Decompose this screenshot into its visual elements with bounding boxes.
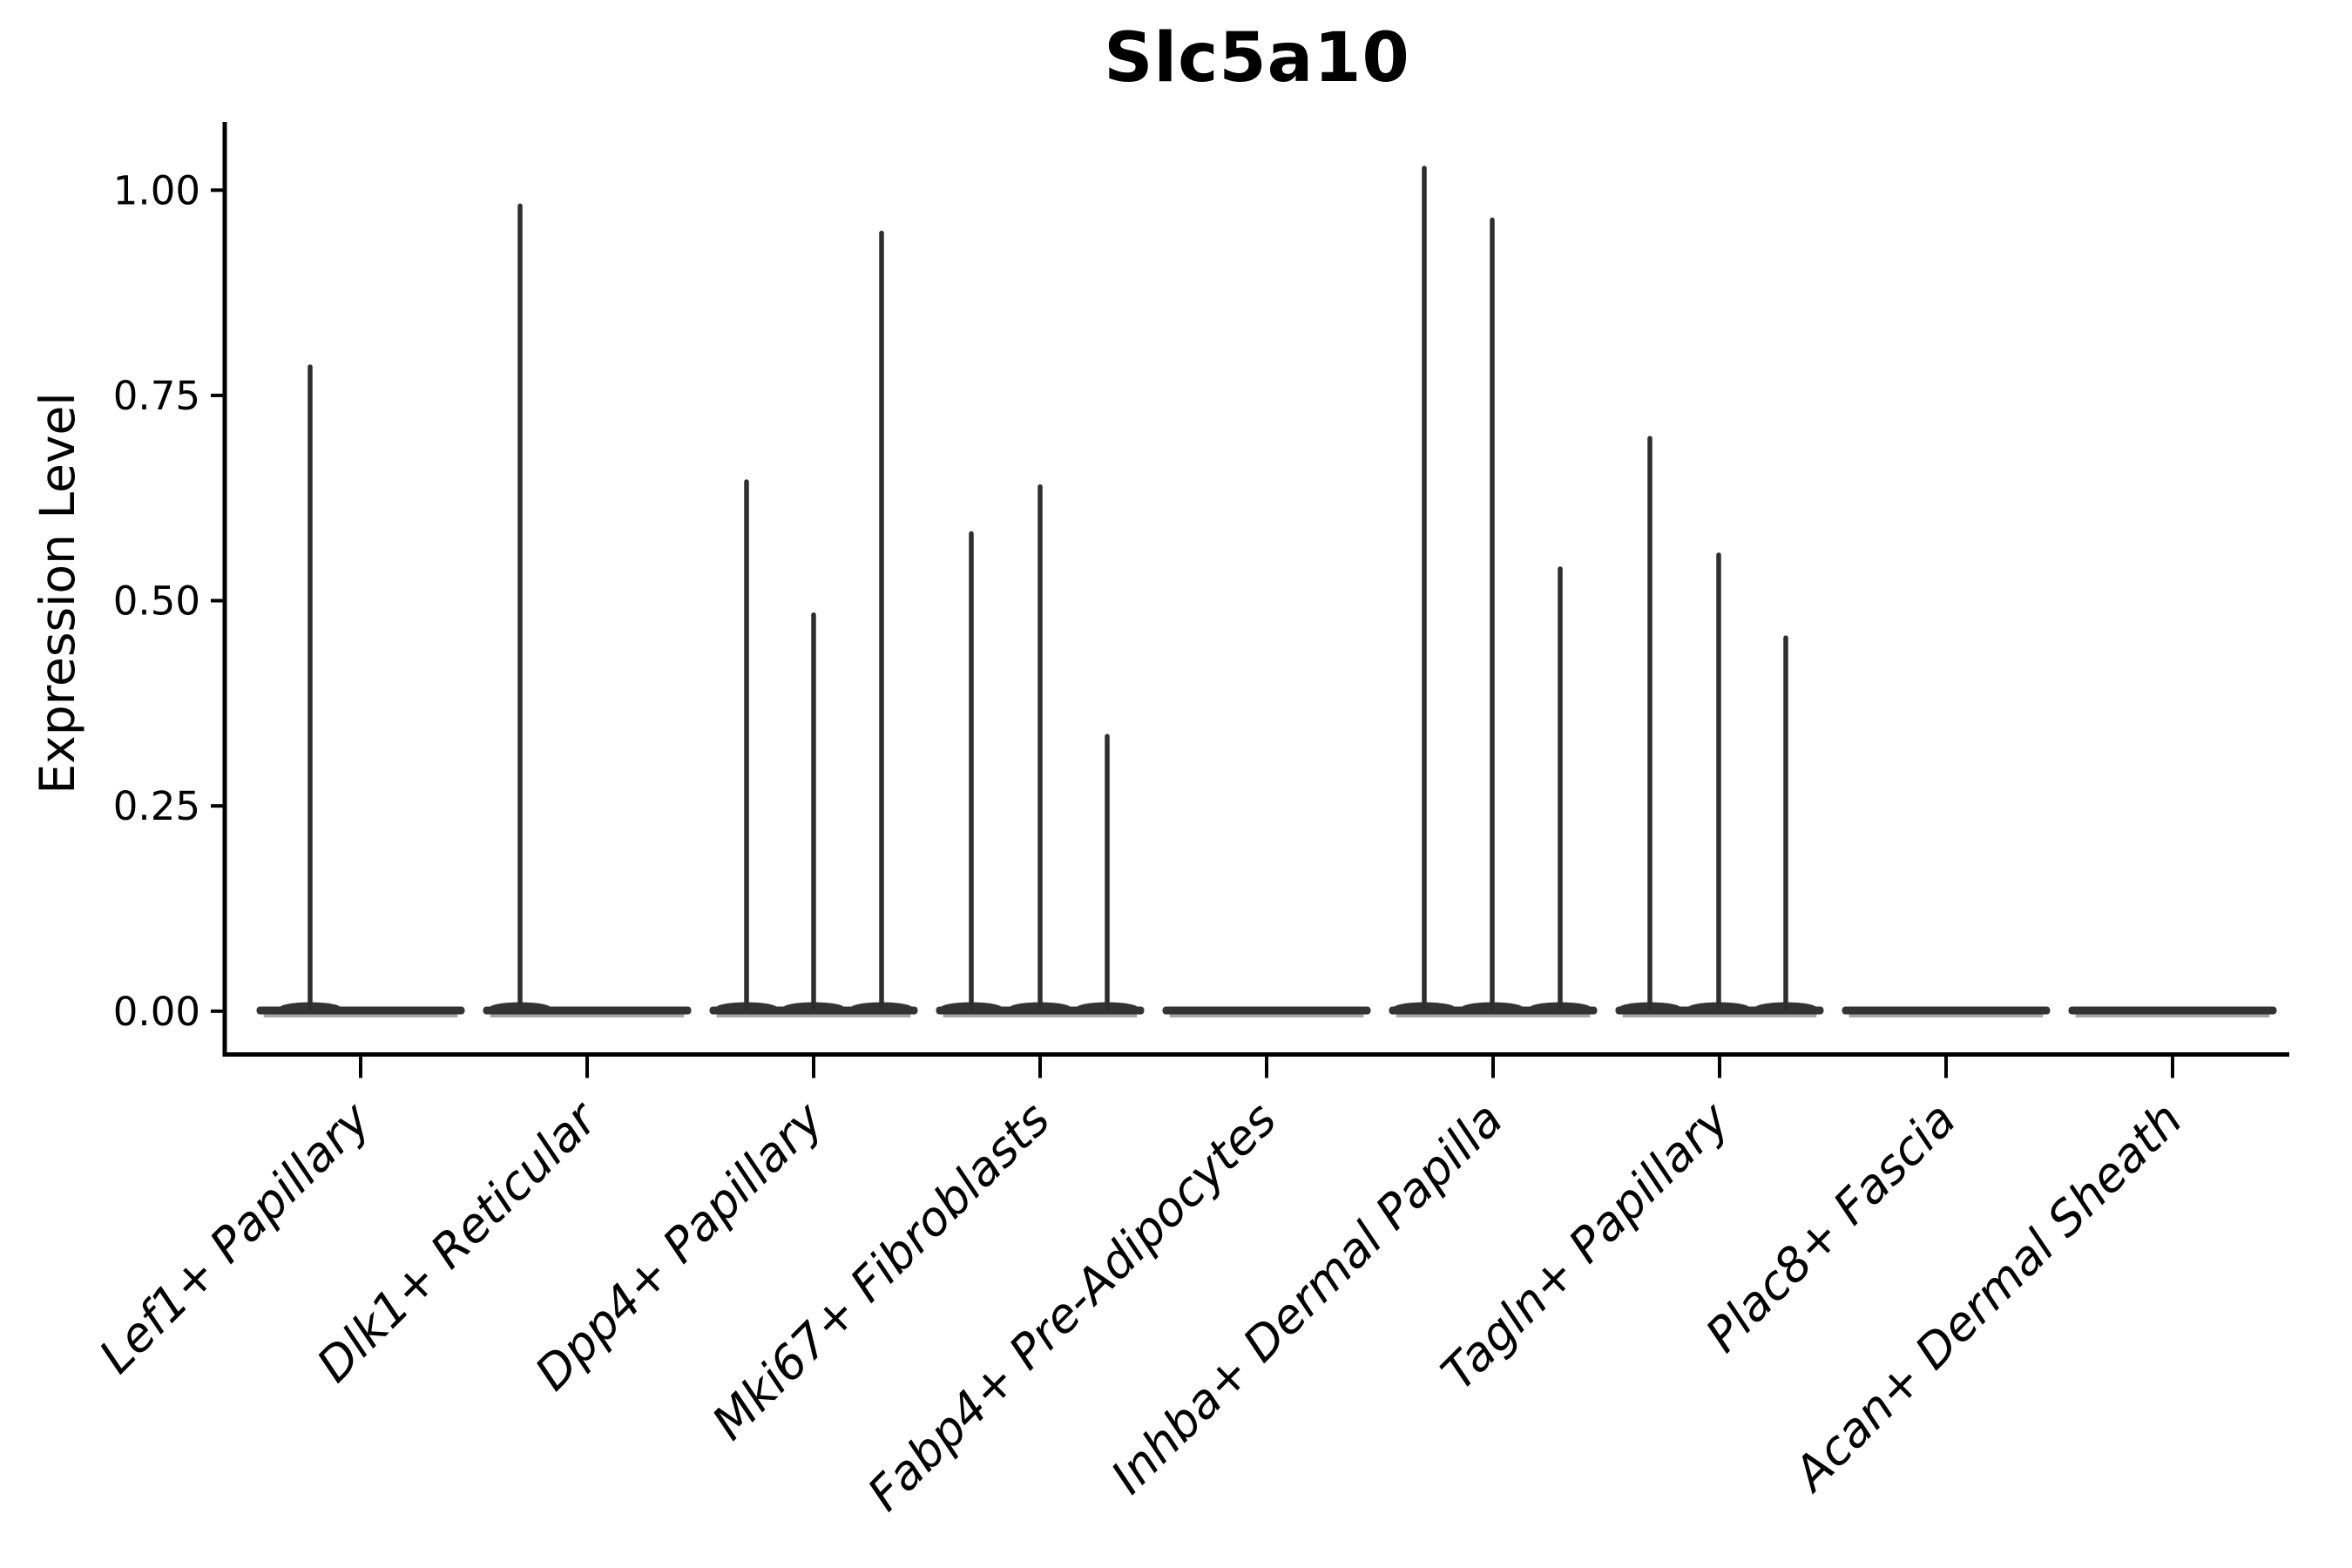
y-tick-label: 0.75 — [113, 373, 200, 419]
violin-baseline-fill — [263, 1014, 458, 1017]
violin-baseline-fill — [1169, 1014, 1364, 1017]
violin-baseline-fill — [1622, 1014, 1817, 1017]
violin-baseline — [2068, 1006, 2277, 1015]
violin-baseline-fill — [1848, 1014, 2044, 1017]
violin-baseline — [1842, 1006, 2051, 1015]
violin-baseline-fill — [1396, 1014, 1591, 1017]
chart-title: Slc5a10 — [1104, 19, 1410, 98]
violin-baseline — [1162, 1006, 1371, 1015]
y-tick-label: 0.25 — [113, 783, 200, 829]
violin-baseline-fill — [490, 1014, 685, 1017]
x-tick-label: Acan+ Dermal Sheath — [1781, 1092, 2193, 1503]
x-tick-label: Inhba+ Dermal Papilla — [1100, 1092, 1513, 1504]
violin-baseline-fill — [716, 1014, 911, 1017]
y-tick-label: 1.00 — [113, 167, 200, 213]
violin-baseline-fill — [943, 1014, 1138, 1017]
y-tick-label: 0.50 — [113, 578, 200, 625]
x-tick-label: Fabp4+ Pre-Adipocytes — [857, 1092, 1287, 1521]
y-tick-label: 0.00 — [113, 989, 200, 1035]
violin-baseline-fill — [2075, 1014, 2270, 1017]
